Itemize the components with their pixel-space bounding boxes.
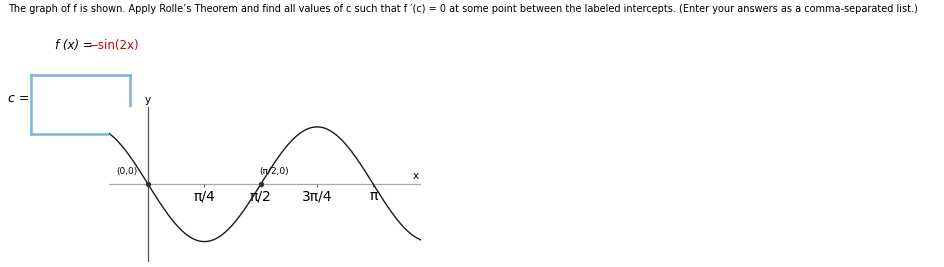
Text: x: x (412, 171, 418, 181)
Text: y: y (144, 95, 151, 105)
Text: (0,0): (0,0) (116, 167, 137, 176)
Text: c =: c = (8, 92, 29, 105)
Text: −sin(2x): −sin(2x) (89, 39, 140, 52)
Text: The graph of f is shown. Apply Rolle’s Theorem and find all values of c such tha: The graph of f is shown. Apply Rolle’s T… (8, 4, 917, 14)
Text: f (x) =: f (x) = (55, 39, 96, 52)
Text: (π/2,0): (π/2,0) (259, 167, 289, 176)
